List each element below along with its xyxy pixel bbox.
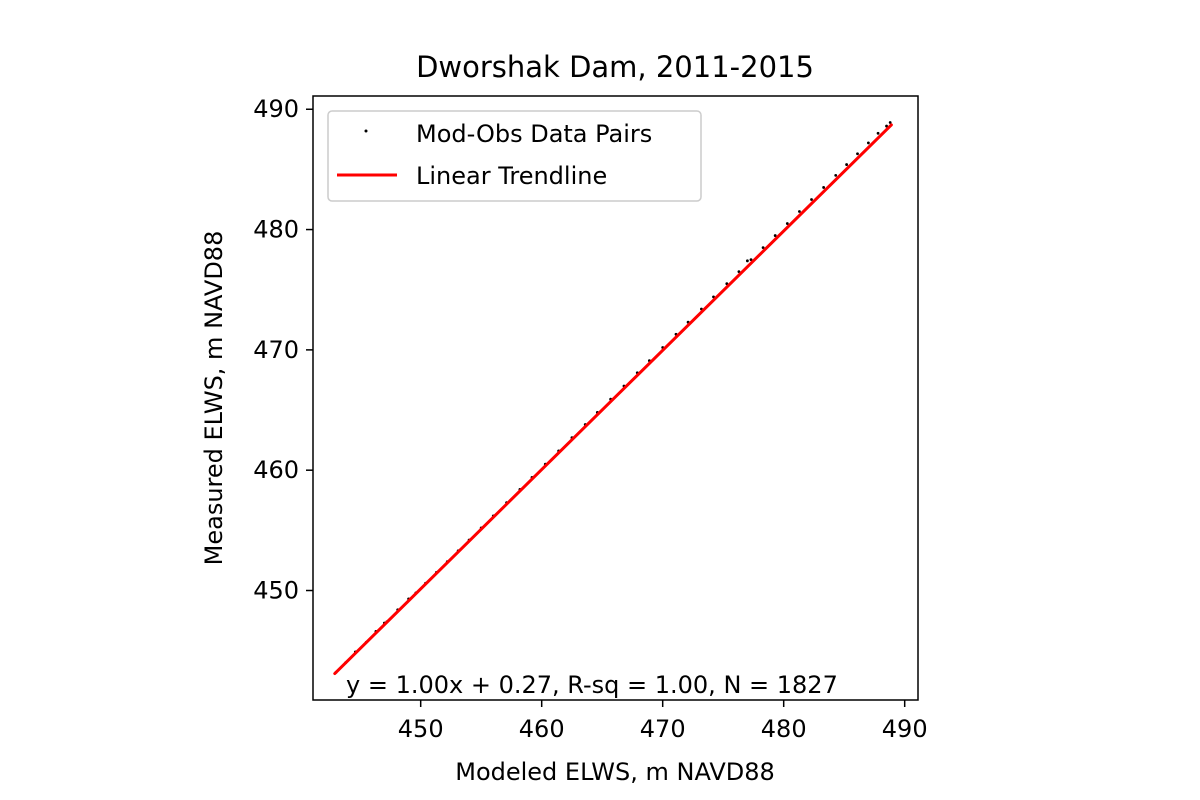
trendline-layer (333, 123, 893, 676)
data-point (798, 210, 801, 213)
data-point (761, 246, 765, 250)
x-axis: 450 460 470 480 490 (398, 700, 928, 743)
data-point (785, 222, 789, 225)
y-tick-label: 460 (253, 456, 299, 484)
x-tick-label: 490 (882, 715, 928, 743)
data-point (888, 121, 892, 124)
plot-area (333, 121, 893, 676)
linear-trendline (333, 123, 893, 676)
legend-label-points: Mod-Obs Data Pairs (416, 120, 652, 148)
plot-frame (312, 95, 919, 701)
legend-label-trendline: Linear Trendline (416, 162, 607, 190)
regression-annotation: y = 1.00x + 0.27, R-sq = 1.00, N = 1827 (346, 671, 838, 699)
x-tick-label: 480 (761, 715, 807, 743)
data-point (885, 124, 888, 128)
data-point (773, 234, 777, 237)
data-point (822, 186, 826, 189)
data-point (810, 198, 813, 201)
legend-box (327, 110, 702, 202)
y-tick-label: 470 (253, 336, 299, 364)
data-point (856, 152, 859, 156)
y-axis: 450 460 470 480 490 (253, 95, 313, 605)
chart-title: Dworshak Dam, 2011-2015 (416, 50, 814, 84)
data-point (834, 174, 838, 177)
y-tick-label: 480 (253, 216, 299, 244)
data-point (845, 163, 849, 166)
y-tick-label: 490 (253, 95, 299, 123)
data-point (749, 258, 753, 262)
x-tick-label: 460 (519, 715, 565, 743)
legend: Mod-Obs Data Pairs Linear Trendline (327, 110, 702, 202)
x-axis-label: Modeled ELWS, m NAVD88 (455, 758, 775, 786)
x-tick-label: 450 (398, 715, 444, 743)
legend-marker-points (364, 129, 368, 133)
x-tick-label: 470 (640, 715, 686, 743)
data-point (745, 259, 749, 263)
y-axis-label: Measured ELWS, m NAVD88 (200, 231, 228, 566)
data-point (866, 141, 870, 145)
y-tick-label: 450 (253, 577, 299, 605)
data-point (876, 131, 880, 135)
